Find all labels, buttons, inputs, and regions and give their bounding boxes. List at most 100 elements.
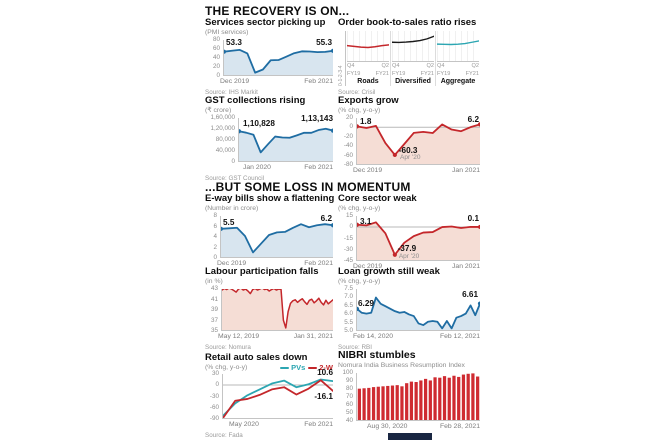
- cropped-credit-strip: [388, 433, 432, 440]
- chart-gst: GST collections rising (₹ crore) 1,60,00…: [205, 95, 333, 183]
- retail-y-axis-ticks: 30 0 -30 -60 -90: [209, 370, 219, 422]
- aggregate-x-q-end: Q2: [471, 63, 479, 69]
- retail-legend: PVs 2-W: [280, 364, 333, 372]
- exports-line-plot: [357, 118, 480, 164]
- chart-core-title: Core sector weak: [338, 193, 417, 204]
- eway-plot-area: 5.5 6.2: [220, 214, 333, 258]
- chart-services-unit: (PMI services): [205, 29, 249, 36]
- nibri-plot-area: [356, 373, 480, 421]
- 2w-legend-label: 2-W: [319, 363, 333, 372]
- orderbook-panel-diversified: Q4 Q2 FY19 FY21 Diversified: [390, 31, 435, 86]
- aggregate-x-fy-start: FY19: [437, 70, 451, 77]
- orderbook-source: Source: Crisil: [338, 89, 376, 96]
- retail-plot-area: 10.6 -16.1: [222, 368, 333, 419]
- orderbook-panel-roads: Q4 Q2 FY19 FY21 Roads: [345, 31, 390, 86]
- chart-retail-unit: (% chg, y-o-y): [205, 364, 248, 371]
- chart-eway-unit: (Number in crore): [205, 205, 259, 212]
- section-title-recovery: THE RECOVERY IS ON...: [205, 4, 350, 18]
- loan-plot-area: 6.29 6.61: [356, 289, 480, 331]
- chart-exports-unit: (% chg, y-o-y): [338, 107, 381, 114]
- aggregate-panel-name: Aggregate: [440, 78, 476, 85]
- exports-y-axis-ticks: 20 0 -20 -40 -60 -80: [343, 114, 353, 168]
- retail-line-plot: [223, 374, 333, 418]
- diversified-x-fy-start: FY19: [392, 70, 406, 77]
- chart-exports: Exports grow (% chg, y-o-y) 20 0 -20 -40 -60…: [338, 95, 480, 175]
- chart-labour-unit: (in %): [205, 278, 223, 285]
- services-y-axis-ticks: 80 60 40 20 0: [212, 36, 220, 79]
- eway-line-plot: [221, 216, 333, 257]
- gst-x-end: Feb 2021: [304, 164, 333, 171]
- loan-x-end: Feb 12, 2021: [439, 333, 480, 340]
- diversified-line-plot: [392, 31, 434, 61]
- gst-start-label: 1,10,828: [243, 119, 275, 128]
- chart-loan: Loan growth still weak (% chg, y-o-y) 7.…: [338, 266, 480, 352]
- diversified-x-q-end: Q2: [426, 63, 434, 69]
- core-end-label: 0.1: [467, 214, 479, 223]
- exports-plot-area: 1.8 6.2 -60.3 Apr '20: [356, 115, 480, 165]
- retail-pvs-end-label: 10.6: [317, 368, 333, 377]
- chart-retail-title: Retail auto sales down: [205, 352, 308, 363]
- services-start-label: 53.3: [226, 38, 242, 47]
- labour-source: Source: Nomura: [205, 344, 251, 351]
- roads-line-plot: [347, 31, 389, 61]
- chart-orderbook: Order book-to-sales ratio rises 0-1-2-3-…: [338, 17, 480, 97]
- labour-plot-area: [221, 289, 333, 331]
- services-x-end: Feb 2021: [304, 78, 333, 85]
- loan-end-label: 6.61: [462, 289, 478, 299]
- section-title-momentum: ...BUT SOME LOSS IN MOMENTUM: [205, 180, 411, 194]
- chart-core-unit: (% chg, y-o-y): [338, 205, 381, 212]
- exports-dip-date-label: Apr '20: [400, 154, 421, 162]
- chart-core: Core sector weak (% chg, y-o-y) 15 0 -15 -3…: [338, 193, 480, 271]
- services-source: Source: IHS Markit: [205, 89, 258, 96]
- roads-x-q-start: Q4: [347, 63, 355, 69]
- gst-x-start: Jan 2020: [243, 164, 271, 171]
- chart-nibri-subtitle: Nomura India Business Resumption Index: [338, 362, 465, 369]
- chart-eway: E-way bills show a flattening (Number in…: [205, 193, 335, 268]
- diversified-x-q-start: Q4: [392, 63, 400, 69]
- chart-loan-title: Loan growth still weak: [338, 266, 440, 277]
- nibri-y-axis-ticks: 100 90 80 70 60 50 40: [342, 369, 353, 424]
- loan-x-start: Feb 14, 2020: [353, 333, 394, 340]
- labour-x-end: Jan 31, 2021: [293, 333, 333, 340]
- chart-gst-title: GST collections rising: [205, 95, 306, 106]
- core-plot-area: 3.1 0.1 -37.9 Apr '20: [356, 214, 480, 261]
- services-x-start: Dec 2019: [220, 78, 250, 85]
- chart-services-title: Services sector picking up: [205, 17, 326, 28]
- roads-panel-name: Roads: [357, 78, 379, 85]
- core-x-start: Dec 2019: [353, 263, 383, 270]
- legend-item-pvs: PVs: [280, 364, 305, 372]
- diversified-x-fy-end: FY21: [420, 70, 434, 77]
- gst-plot-area: 1,10,828 1,13,143: [238, 114, 333, 162]
- eway-end-label: 6.2: [320, 214, 332, 223]
- chart-eway-title: E-way bills show a flattening: [205, 193, 335, 204]
- core-start-label: 3.1: [360, 217, 372, 226]
- chart-exports-title: Exports grow: [338, 95, 399, 106]
- labour-x-start: May 12, 2019: [218, 333, 260, 340]
- chart-gst-unit: (₹ crore): [205, 107, 232, 114]
- aggregate-x-fy-end: FY21: [465, 70, 479, 77]
- retail-2w-end-label: -16.1: [314, 391, 333, 401]
- core-line-plot: [357, 216, 480, 260]
- chart-nibri-title: NIBRI stumbles: [338, 349, 416, 361]
- gst-line-plot: [239, 118, 333, 161]
- loan-source: Source: RBI: [338, 344, 372, 351]
- core-y-axis-ticks: 15 0 -15 -30 -45: [343, 212, 353, 264]
- services-plot-area: 53.3 55.3: [223, 38, 333, 76]
- pvs-legend-swatch-icon: [280, 366, 290, 370]
- labour-line-plot: [222, 289, 333, 330]
- core-x-end: Jan 2021: [452, 263, 480, 270]
- legend-item-2w: 2-W: [308, 364, 333, 372]
- exports-x-end: Jan 2021: [452, 167, 480, 174]
- eway-start-label: 5.5: [223, 218, 235, 227]
- exports-x-start: Dec 2019: [353, 167, 383, 174]
- aggregate-x-q-start: Q4: [437, 63, 445, 69]
- exports-start-label: 1.8: [360, 117, 372, 126]
- services-line-plot: [224, 40, 333, 75]
- retail-source: Source: Fada: [205, 432, 243, 439]
- core-dip-date-label: Apr '20: [398, 252, 420, 260]
- pvs-legend-label: PVs: [291, 363, 306, 372]
- services-end-label: 55.3: [316, 38, 332, 47]
- nibri-x-end: Feb 28, 2021: [439, 423, 480, 430]
- chart-nibri: NIBRI stumbles Nomura India Business Res…: [338, 350, 480, 431]
